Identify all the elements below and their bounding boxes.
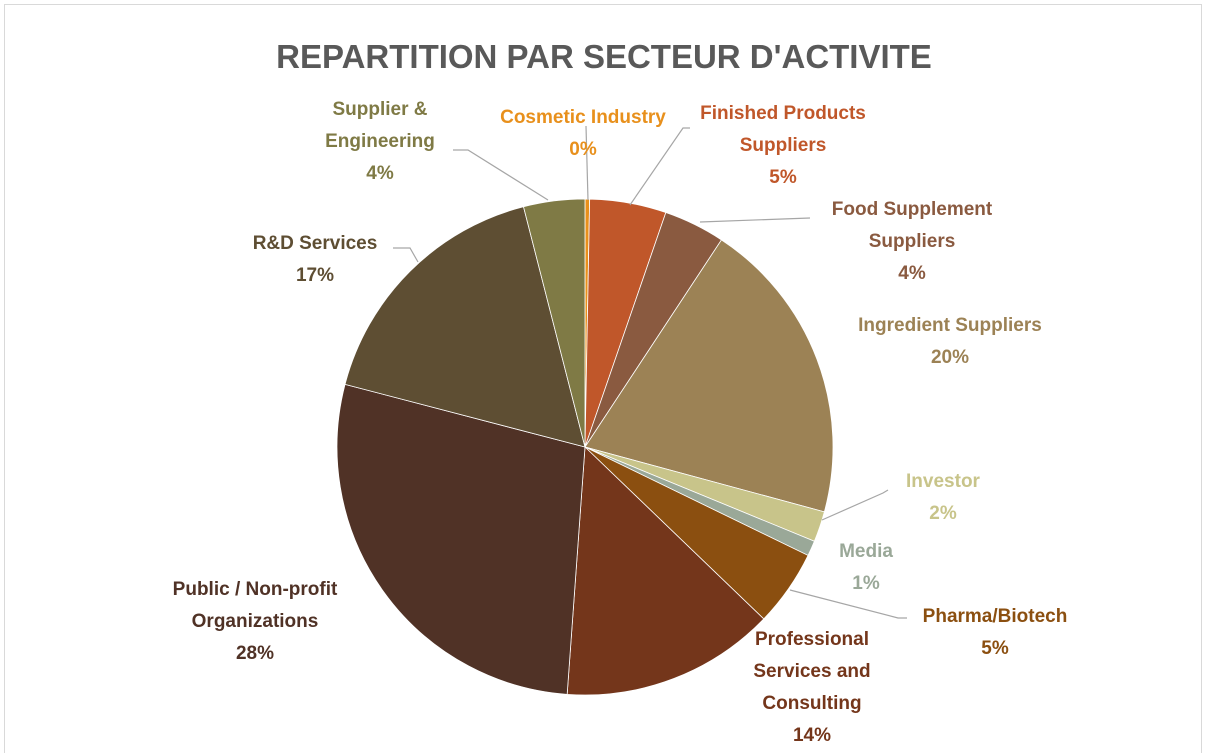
pie-slice	[336, 383, 586, 695]
data-label: Food Supplement Suppliers 4%	[802, 194, 1022, 290]
label-value: 5%	[981, 638, 1009, 659]
pie-slice	[523, 198, 586, 448]
leader-line	[699, 217, 811, 223]
leader-line	[453, 149, 549, 201]
data-label: Pharma/Biotech 5%	[895, 601, 1095, 665]
data-label: Professional Services and Consulting 14%	[737, 624, 887, 752]
pie-slice	[584, 239, 834, 513]
data-label: Supplier & Engineering 4%	[300, 94, 460, 190]
label-name: Ingredient Suppliers	[858, 315, 1042, 336]
slices	[336, 198, 834, 696]
data-label: Cosmetic Industry 0%	[483, 102, 683, 166]
data-label: Investor 2%	[883, 466, 1003, 530]
leader-line	[585, 125, 589, 201]
chart-frame	[4, 4, 1202, 753]
pie-slice	[344, 206, 586, 448]
leader-line	[629, 127, 690, 206]
leader-line	[393, 247, 419, 263]
label-name: Media	[839, 541, 893, 562]
label-name: Finished Products Suppliers	[700, 103, 866, 156]
label-value: 5%	[769, 167, 797, 188]
chart-title: REPARTITION PAR SECTEUR D'ACTIVITE	[276, 38, 932, 75]
leader-line	[821, 489, 889, 521]
label-name: Supplier & Engineering	[325, 99, 435, 152]
data-label: R&D Services 17%	[225, 228, 405, 292]
data-label: Finished Products Suppliers 5%	[683, 98, 883, 194]
label-value: 2%	[929, 503, 957, 524]
label-value: 20%	[930, 347, 970, 368]
label-value: 4%	[366, 163, 394, 184]
label-value: 28%	[235, 643, 275, 664]
data-label: Public / Non-profit Organizations 28%	[135, 574, 375, 670]
label-name: Public / Non-profit Organizations	[172, 579, 338, 632]
label-value: 17%	[295, 265, 335, 286]
label-name: Cosmetic Industry	[500, 107, 666, 128]
data-label: Media 1%	[816, 536, 916, 600]
label-value: 0%	[569, 139, 597, 160]
leader-line	[789, 589, 907, 619]
label-value: 4%	[898, 263, 926, 284]
label-value: 1%	[852, 573, 880, 594]
label-name: Professional Services and Consulting	[753, 629, 871, 714]
pie-slice	[566, 446, 765, 696]
label-name: Pharma/Biotech	[922, 606, 1068, 627]
label-name: Investor	[906, 471, 980, 492]
label-value: 14%	[792, 725, 832, 746]
label-name: Food Supplement Suppliers	[831, 199, 993, 252]
label-name: R&D Services	[252, 233, 378, 254]
data-label: Ingredient Suppliers 20%	[820, 310, 1080, 374]
